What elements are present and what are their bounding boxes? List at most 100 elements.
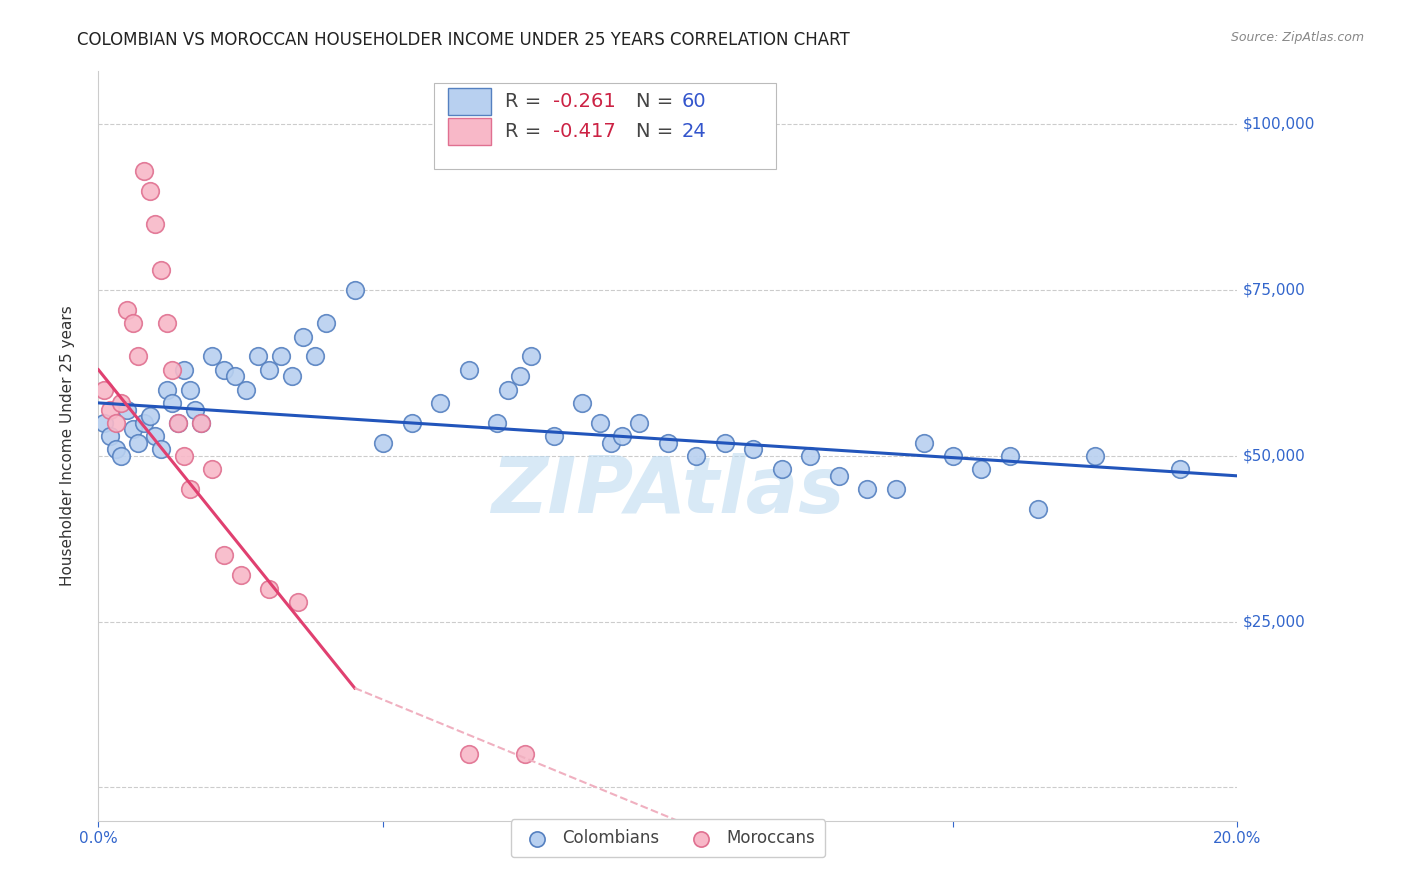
Text: 24: 24 <box>682 122 706 141</box>
Point <box>657 435 679 450</box>
Point <box>121 422 143 436</box>
Point <box>156 383 179 397</box>
Point <box>150 442 173 457</box>
Point <box>457 747 479 762</box>
Point <box>884 482 907 496</box>
Point <box>1170 462 1192 476</box>
Point <box>600 435 623 450</box>
Point <box>498 383 520 397</box>
Point <box>942 449 965 463</box>
Point <box>270 350 292 364</box>
Point <box>115 402 138 417</box>
Text: -0.417: -0.417 <box>553 122 616 141</box>
Point <box>184 402 207 417</box>
Text: 60: 60 <box>682 92 706 111</box>
Point <box>93 383 115 397</box>
Point <box>235 383 257 397</box>
Text: $25,000: $25,000 <box>1243 615 1306 629</box>
Text: R =: R = <box>505 122 547 141</box>
Point <box>287 595 309 609</box>
Point <box>343 283 366 297</box>
Point <box>685 449 707 463</box>
Point <box>173 363 195 377</box>
Point <box>401 416 423 430</box>
Point <box>145 429 167 443</box>
Point <box>98 402 121 417</box>
Point <box>150 263 173 277</box>
Point <box>828 468 851 483</box>
Point <box>127 350 149 364</box>
Point <box>104 442 127 457</box>
Point <box>162 363 184 377</box>
Text: $50,000: $50,000 <box>1243 449 1306 464</box>
Point <box>121 316 143 330</box>
Point <box>190 416 212 430</box>
Point <box>998 449 1021 463</box>
Text: $100,000: $100,000 <box>1243 117 1316 132</box>
Point <box>509 369 531 384</box>
Point <box>612 429 634 443</box>
Point <box>259 582 281 596</box>
Point <box>173 449 195 463</box>
Point <box>856 482 879 496</box>
Point <box>190 416 212 430</box>
Point <box>138 184 160 198</box>
Text: Source: ZipAtlas.com: Source: ZipAtlas.com <box>1230 31 1364 45</box>
Point <box>212 363 235 377</box>
Point <box>799 449 821 463</box>
Y-axis label: Householder Income Under 25 years: Householder Income Under 25 years <box>60 306 75 586</box>
Point <box>246 350 269 364</box>
Point <box>145 217 167 231</box>
Point <box>292 329 315 343</box>
Point <box>304 350 326 364</box>
Point <box>132 164 155 178</box>
Point <box>167 416 190 430</box>
FancyBboxPatch shape <box>449 118 491 145</box>
Point <box>543 429 565 443</box>
Point <box>970 462 993 476</box>
Point <box>179 383 201 397</box>
Point <box>486 416 509 430</box>
Point <box>714 435 737 450</box>
Point <box>457 363 479 377</box>
Point <box>1026 502 1049 516</box>
Point <box>224 369 246 384</box>
Point <box>315 316 337 330</box>
Point <box>110 396 132 410</box>
Point <box>104 416 127 430</box>
Text: $75,000: $75,000 <box>1243 283 1306 298</box>
Point <box>770 462 793 476</box>
Point <box>281 369 304 384</box>
Text: N =: N = <box>636 92 679 111</box>
Point <box>1084 449 1107 463</box>
Point <box>132 416 155 430</box>
Point <box>115 303 138 318</box>
Point <box>571 396 593 410</box>
Point <box>229 568 252 582</box>
Text: R =: R = <box>505 92 547 111</box>
Point <box>127 435 149 450</box>
Text: ZIPAtlas: ZIPAtlas <box>491 453 845 529</box>
Point <box>628 416 651 430</box>
Point <box>259 363 281 377</box>
Point <box>98 429 121 443</box>
Point <box>201 462 224 476</box>
FancyBboxPatch shape <box>434 83 776 169</box>
FancyBboxPatch shape <box>449 87 491 115</box>
Point <box>515 747 537 762</box>
Point <box>373 435 395 450</box>
Point <box>179 482 201 496</box>
Text: COLOMBIAN VS MOROCCAN HOUSEHOLDER INCOME UNDER 25 YEARS CORRELATION CHART: COLOMBIAN VS MOROCCAN HOUSEHOLDER INCOME… <box>77 31 851 49</box>
Point <box>156 316 179 330</box>
Text: -0.261: -0.261 <box>553 92 616 111</box>
Point <box>429 396 451 410</box>
Point <box>212 549 235 563</box>
Text: N =: N = <box>636 122 679 141</box>
Point <box>912 435 935 450</box>
Legend: Colombians, Moroccans: Colombians, Moroccans <box>510 819 825 857</box>
Point <box>742 442 765 457</box>
Point <box>588 416 610 430</box>
Point <box>162 396 184 410</box>
Point <box>167 416 190 430</box>
Point <box>93 416 115 430</box>
